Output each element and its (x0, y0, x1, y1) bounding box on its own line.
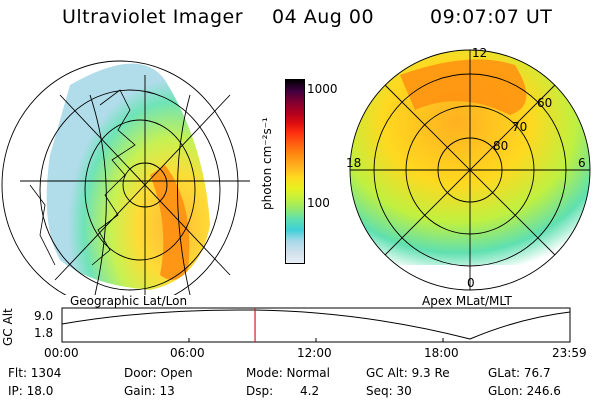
instrument-title: Ultraviolet Imager (62, 6, 244, 28)
timeline-ytick-low: 1.8 (34, 326, 54, 340)
timeline-xtick-0: 00:00 (44, 346, 79, 360)
geographic-map (1, 60, 250, 295)
timeline-xtick-1: 06:00 (170, 346, 205, 360)
colorbar-tick-100: 100 (307, 196, 330, 210)
date-label: 04 Aug 00 (272, 6, 375, 28)
aurora-bright-band (150, 165, 190, 280)
dsp-value: 4.2 (300, 384, 320, 398)
gain-value: Gain: 13 (124, 384, 175, 398)
magnetic-map (349, 49, 591, 291)
coastline-west (29, 184, 56, 266)
glon-value: GLon: 246.6 (488, 384, 561, 398)
colorbar (285, 79, 305, 264)
timeline-xtick-3: 18:00 (424, 346, 459, 360)
aurora-dayside (400, 59, 527, 115)
colorbar-gradient (286, 80, 304, 263)
geographic-grid (1, 60, 250, 295)
colorbar-tick-1000: 1000 (307, 82, 338, 96)
magnetic-grid (349, 49, 591, 291)
colorbar-unit-label: photon cm⁻²s⁻¹ (260, 117, 274, 210)
timeline-xtick-4: 23:59 (552, 346, 587, 360)
altitude-curve (61, 309, 571, 340)
timeline-plot (61, 307, 571, 343)
time-label: 09:07:07 UT (430, 6, 553, 28)
right-map-caption: Apex MLat/MLT (422, 294, 512, 308)
mlt-label-12: 12 (472, 46, 488, 60)
dsp-label: Dsp: (246, 384, 274, 398)
glat-value: GLat: 76.7 (488, 366, 551, 380)
mode-value: Mode: Normal (246, 366, 330, 380)
mlt-label-0: 0 (467, 276, 475, 290)
flight-number: Flt: 1304 (8, 366, 62, 380)
sequence-number: Seq: 30 (366, 384, 412, 398)
left-map-caption: Geographic Lat/Lon (70, 294, 188, 308)
timeline-ytick-high: 9.0 (34, 309, 54, 323)
gc-alt-value: GC Alt: 9.3 Re (366, 366, 450, 380)
timeline-xtick-2: 12:00 (297, 346, 332, 360)
coastline (91, 89, 136, 266)
ip-value: IP: 18.0 (8, 384, 54, 398)
mlat-label-70: 70 (512, 120, 528, 134)
door-status: Door: Open (124, 366, 193, 380)
mlat-label-80: 80 (493, 139, 509, 153)
mlt-label-6: 6 (578, 156, 586, 170)
mlat-label-60: 60 (537, 96, 553, 110)
mlt-label-18: 18 (346, 156, 362, 170)
timeline-axis-label: GC Alt (1, 308, 15, 346)
